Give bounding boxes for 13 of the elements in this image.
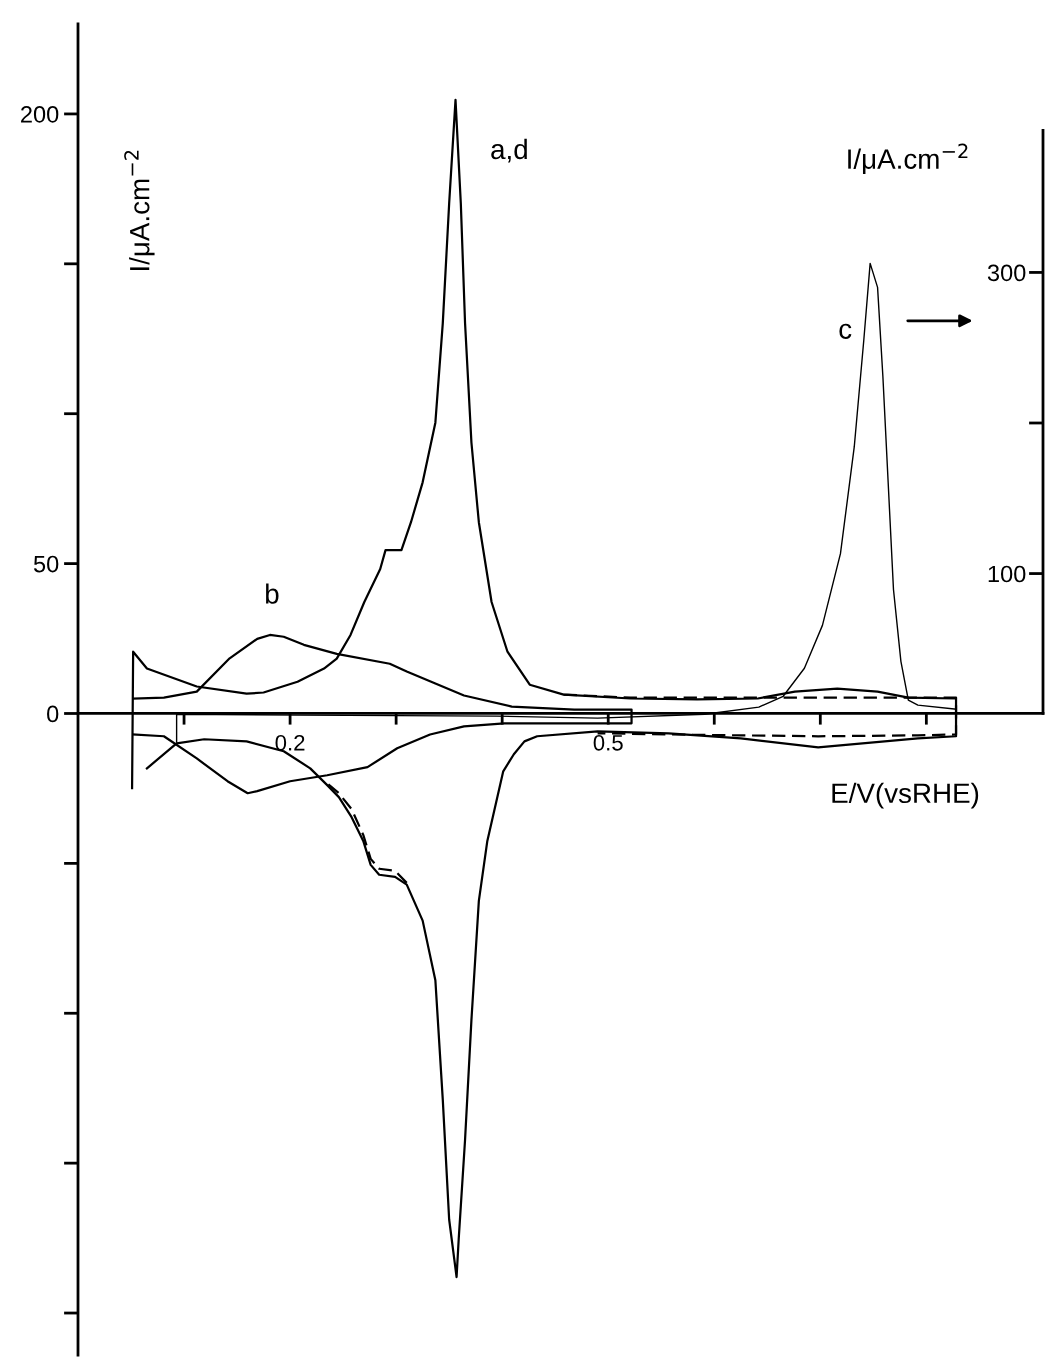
annotation: b (266, 583, 279, 604)
y-tick-label: 0 (47, 705, 59, 723)
y-tick-label: 200 (21, 106, 59, 123)
y-axis-title: I/μA.cm$^{−2}$ (124, 150, 155, 270)
y-tick-label: 50 (33, 555, 59, 573)
y2-tick-label: 100 (988, 565, 1026, 583)
y2-axis-title: I/μA.cm$^{−2}$ (848, 143, 968, 174)
annotation: a,d (491, 138, 527, 163)
x-axis-title: E/V(vsRHE) (832, 782, 979, 809)
x-tick-label: 0.5 (593, 734, 623, 751)
annotation: c (839, 323, 852, 339)
x-tick-label: 0.2 (275, 734, 305, 751)
y2-tick-label: 300 (987, 264, 1026, 282)
